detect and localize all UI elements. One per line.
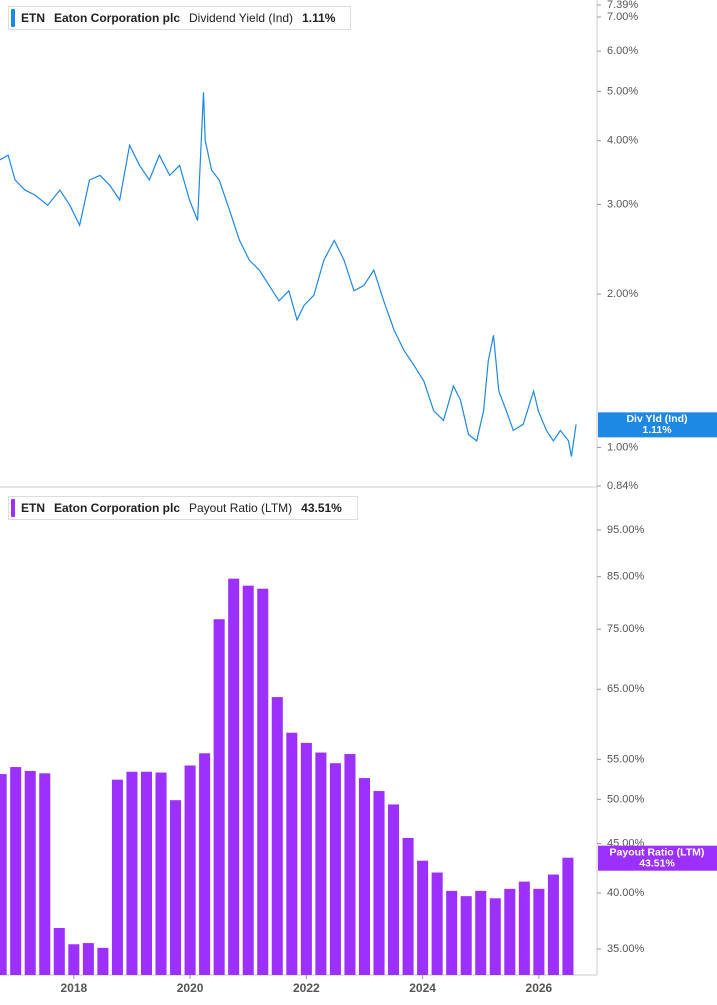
y-tick-label: 7.39% bbox=[607, 0, 638, 11]
y-tick-label: 40.00% bbox=[607, 887, 645, 899]
y-tick-label: 55.00% bbox=[607, 753, 645, 765]
bar bbox=[489, 898, 501, 975]
bar bbox=[344, 754, 356, 975]
ticker: ETN bbox=[21, 11, 45, 25]
y-tick-label: 3.00% bbox=[607, 198, 638, 210]
bar bbox=[257, 588, 269, 975]
ticker: ETN bbox=[21, 501, 45, 515]
bar bbox=[228, 578, 240, 975]
y-tick-label: 50.00% bbox=[607, 793, 645, 805]
bar bbox=[504, 888, 516, 975]
bar bbox=[0, 774, 7, 975]
bar bbox=[373, 791, 385, 975]
y-tick-label: 2.00% bbox=[607, 288, 638, 300]
bar bbox=[431, 872, 443, 975]
y-tick-label: 6.00% bbox=[607, 45, 638, 57]
end-label-name: Div Yld (Ind) bbox=[626, 413, 687, 425]
bar bbox=[242, 585, 254, 975]
y-tick-label: 5.00% bbox=[607, 85, 638, 97]
legend: ETN Eaton Corporation plc Payout Ratio (… bbox=[8, 496, 358, 520]
bar bbox=[184, 765, 196, 975]
bar bbox=[518, 881, 530, 975]
legend-swatch bbox=[11, 499, 15, 517]
metric: Dividend Yield (Ind) bbox=[189, 11, 294, 25]
y-tick-label: 85.00% bbox=[607, 571, 645, 583]
y-tick-label: 65.00% bbox=[607, 683, 645, 695]
x-tick-label: 2022 bbox=[293, 981, 320, 995]
bar bbox=[329, 763, 341, 975]
bar bbox=[140, 771, 153, 975]
bar bbox=[286, 732, 298, 975]
metric: Payout Ratio (LTM) bbox=[189, 501, 293, 515]
legend: ETN Eaton Corporation plc Dividend Yield… bbox=[8, 6, 352, 30]
bar bbox=[402, 838, 414, 975]
y-tick-label: 7.00% bbox=[607, 11, 638, 23]
end-label-value: 43.51% bbox=[639, 857, 675, 869]
y-tick-label: 1.00% bbox=[607, 441, 638, 453]
current-value: 1.11% bbox=[302, 11, 336, 25]
bar bbox=[68, 944, 80, 975]
bar bbox=[82, 943, 94, 975]
bar bbox=[446, 890, 458, 975]
bar bbox=[53, 927, 65, 975]
plot bbox=[0, 578, 574, 975]
bar bbox=[24, 770, 36, 975]
plot bbox=[0, 92, 577, 457]
bar bbox=[39, 773, 51, 975]
x-tick-label: 2018 bbox=[60, 981, 87, 995]
end-label-name: Payout Ratio (LTM) bbox=[610, 846, 705, 858]
bar bbox=[213, 619, 225, 975]
bar bbox=[170, 800, 182, 975]
bar bbox=[533, 888, 545, 975]
bar bbox=[10, 767, 22, 975]
line-series bbox=[0, 92, 577, 457]
bar bbox=[126, 771, 138, 975]
y-tick-label: 4.00% bbox=[607, 135, 638, 147]
bar bbox=[300, 742, 312, 975]
bar bbox=[460, 896, 472, 975]
end-label-box bbox=[598, 412, 717, 438]
bar bbox=[271, 697, 283, 975]
y-tick-label: 0.84% bbox=[607, 480, 638, 492]
current-value: 43.51% bbox=[301, 501, 342, 515]
x-tick-label: 2026 bbox=[526, 981, 553, 995]
end-label-value: 1.11% bbox=[642, 424, 672, 436]
bar bbox=[547, 874, 559, 975]
legend-swatch bbox=[11, 9, 15, 27]
x-tick-label: 2020 bbox=[177, 981, 204, 995]
bar bbox=[155, 772, 167, 975]
bar bbox=[562, 857, 574, 975]
bar bbox=[475, 890, 487, 975]
company: Eaton Corporation plc bbox=[54, 501, 180, 515]
bar bbox=[388, 804, 400, 975]
bar bbox=[358, 778, 371, 975]
y-tick-label: 95.00% bbox=[607, 524, 645, 536]
end-label-box bbox=[598, 845, 717, 871]
y-tick-label: 75.00% bbox=[607, 623, 645, 635]
bar bbox=[199, 753, 211, 975]
bar bbox=[315, 752, 327, 975]
bar bbox=[417, 860, 429, 975]
company: Eaton Corporation plc bbox=[54, 11, 180, 25]
y-tick-label: 35.00% bbox=[607, 943, 645, 955]
x-tick-label: 2024 bbox=[409, 981, 436, 995]
bar bbox=[111, 779, 123, 975]
bar bbox=[97, 947, 109, 975]
